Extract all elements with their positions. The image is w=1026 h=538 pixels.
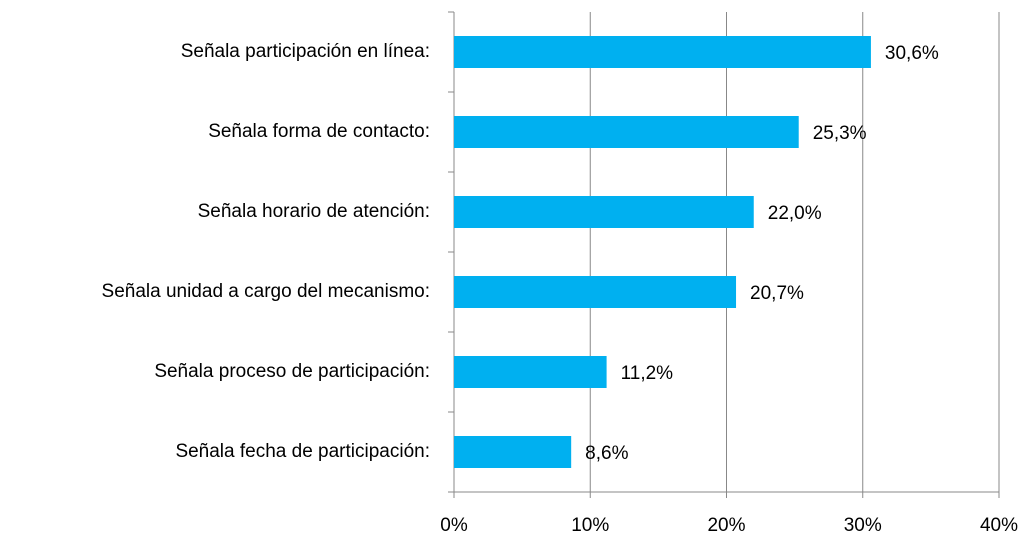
y-tick-label: Señala unidad a cargo del mecanismo: [102, 281, 430, 302]
value-label: 22,0% [768, 203, 822, 224]
x-tick-label: 40% [980, 515, 1018, 536]
y-tick-label: Señala participación en línea: [181, 41, 430, 62]
bar [454, 116, 799, 148]
x-tick-label: 10% [571, 515, 609, 536]
x-tick-label: 20% [707, 515, 745, 536]
x-tick-label: 30% [844, 515, 882, 536]
y-tick-label: Señala fecha de participación: [175, 441, 430, 462]
x-tick-label: 0% [440, 515, 468, 536]
bar [454, 196, 754, 228]
y-tick-label: Señala horario de atención: [198, 201, 430, 222]
value-label: 8,6% [585, 443, 628, 464]
value-label: 20,7% [750, 283, 804, 304]
bar [454, 436, 572, 468]
y-tick-label: Señala proceso de participación: [154, 361, 430, 382]
bar [454, 276, 737, 308]
bar [454, 356, 607, 388]
value-label: 11,2% [621, 363, 674, 384]
y-tick-label: Señala forma de contacto: [208, 121, 430, 142]
bar [454, 36, 871, 68]
value-label: 30,6% [885, 43, 939, 64]
value-label: 25,3% [813, 123, 867, 144]
